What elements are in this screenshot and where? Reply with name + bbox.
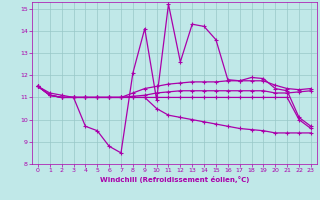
X-axis label: Windchill (Refroidissement éolien,°C): Windchill (Refroidissement éolien,°C) xyxy=(100,176,249,183)
